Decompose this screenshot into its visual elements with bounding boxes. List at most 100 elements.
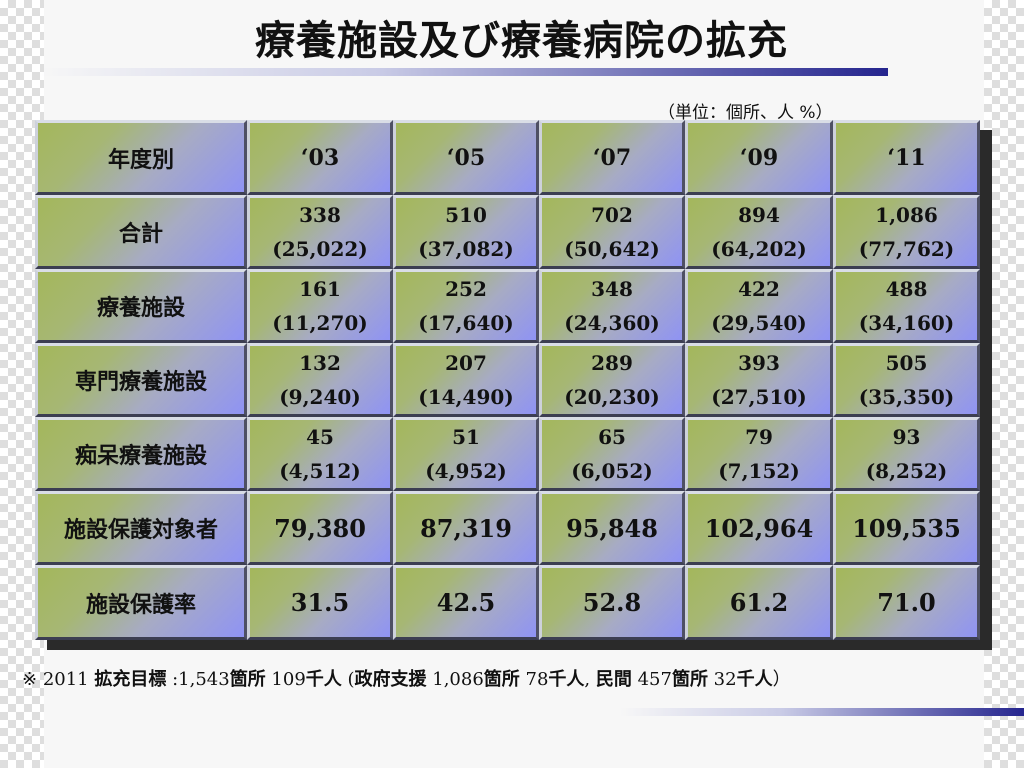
table-cell: 95,848 [539,491,685,565]
footnote-segment: ( [341,669,355,690]
cell-count: 51 [452,425,480,449]
cell-capacity: (37,082) [418,237,514,261]
footnote-segment: 民間 [595,669,632,690]
table-cell: 102,964 [685,491,833,565]
cell-capacity: (17,640) [418,311,514,335]
row-header: 合計 [35,195,247,269]
table-cell: 289 (20,230) [539,343,685,417]
cell-capacity: (77,762) [858,237,955,261]
table-cell: 702 (50,642) [539,195,685,269]
table-cell: 348 (24,360) [539,269,685,343]
footnote-segment: 箇所 [671,669,708,690]
table-cell: 109,535 [833,491,980,565]
cell-count: 393 [738,351,780,375]
table-cell: 505 (35,350) [833,343,980,417]
table-cell: 422 (29,540) [685,269,833,343]
footnote-segment: 109 [265,669,306,690]
table-cell: 71.0 [833,565,980,640]
footnote-segment: 千人 [305,669,342,690]
cell-count: 422 [738,277,780,301]
footnote-segment: ） [772,669,791,690]
cell-count: 161 [299,277,341,301]
footnote-text: 2011 拡充目標 :1,543箇所 109千人 (政府支援 1,086箇所 7… [43,669,791,690]
table-cell: 338 (25,022) [247,195,393,269]
row-header: 専門療養施設 [35,343,247,417]
cell-count: 93 [892,425,921,449]
table-cell: 161 (11,270) [247,269,393,343]
year-header: ‘09 [685,120,833,195]
table-cell: 510 (37,082) [393,195,539,269]
footnote-segment: :1,543 [166,669,230,690]
cell-capacity: (50,642) [564,237,660,261]
table-cell: 61.2 [685,565,833,640]
title-underline [40,68,888,76]
table-cell: 488 (34,160) [833,269,980,343]
cell-capacity: (11,270) [272,311,368,335]
footnote-segment: 箇所 [483,669,520,690]
cell-count: 65 [598,425,626,449]
cell-count: 505 [885,351,928,375]
cell-capacity: (64,202) [711,237,807,261]
table-corner-header: 年度別 [35,120,247,195]
table-cell: 42.5 [393,565,539,640]
table-cell: 207 (14,490) [393,343,539,417]
year-header: ‘03 [247,120,393,195]
cell-count: 79 [745,425,773,449]
cell-count: 132 [299,351,341,375]
slide-title: 療養施設及び療養病院の拡充 [255,18,788,64]
table-cell: 1,086 (77,762) [833,195,980,269]
cell-capacity: (4,512) [279,459,361,483]
table-cell: 252 (17,640) [393,269,539,343]
cell-count: 894 [738,203,780,227]
footnote-segment: 78 [519,669,549,690]
footnote-segment: 2011 [42,669,95,690]
footnote-segment: 1,086 [426,669,484,690]
data-table: 年度別 ‘03 ‘05 ‘07 ‘09 ‘11 合計 338 (25,022) 510 (37,08… [35,120,992,650]
row-header: 痴呆療養施設 [35,417,247,491]
cell-capacity: (6,052) [571,459,653,483]
cell-capacity: (7,152) [718,459,800,483]
footnote-segment: 拡充目標 [94,669,167,690]
cell-capacity: (4,952) [425,459,507,483]
table-cell: 51 (4,952) [393,417,539,491]
table-cell: 132 (9,240) [247,343,393,417]
unit-note: （単位：個所、人 %） [658,103,833,123]
year-header: ‘11 [833,120,980,195]
cell-count: 702 [591,203,633,227]
cell-capacity: (27,510) [711,385,807,409]
cell-capacity: (25,022) [272,237,368,261]
cell-count: 289 [591,351,633,375]
year-header: ‘07 [539,120,685,195]
cell-capacity: (35,350) [858,385,955,409]
cell-capacity: (14,490) [418,385,514,409]
cell-capacity: (29,540) [711,311,807,335]
footnote-segment: 千人 [736,669,773,690]
cell-count: 1,086 [875,203,938,227]
table-cell: 65 (6,052) [539,417,685,491]
cell-capacity: (24,360) [564,311,660,335]
footnote-segment: 政府支援 [354,669,427,690]
cell-count: 348 [591,277,633,301]
cell-capacity: (9,240) [279,385,361,409]
footnote-mark: ※ [22,669,38,690]
cell-capacity: (8,252) [865,459,948,483]
row-header: 施設保護率 [35,565,247,640]
footnote-segment: , [584,669,596,690]
table-cell: 79,380 [247,491,393,565]
footnote-segment: 457 [631,669,672,690]
cell-count: 45 [306,425,334,449]
table-cell: 87,319 [393,491,539,565]
table-cell: 93 (8,252) [833,417,980,491]
table-cell: 894 (64,202) [685,195,833,269]
row-header: 施設保護対象者 [35,491,247,565]
table-cell: 393 (27,510) [685,343,833,417]
footnote: ※ 2011 拡充目標 :1,543箇所 109千人 (政府支援 1,086箇所… [22,665,791,691]
cell-count: 338 [299,203,341,227]
bottom-rule [620,708,1024,716]
table-grid: 年度別 ‘03 ‘05 ‘07 ‘09 ‘11 合計 338 (25,022) 510 (37,08… [35,120,980,640]
footnote-segment: 千人 [548,669,585,690]
year-header: ‘05 [393,120,539,195]
table-cell: 52.8 [539,565,685,640]
cell-capacity: (34,160) [858,311,955,335]
footnote-segment: 箇所 [229,669,266,690]
